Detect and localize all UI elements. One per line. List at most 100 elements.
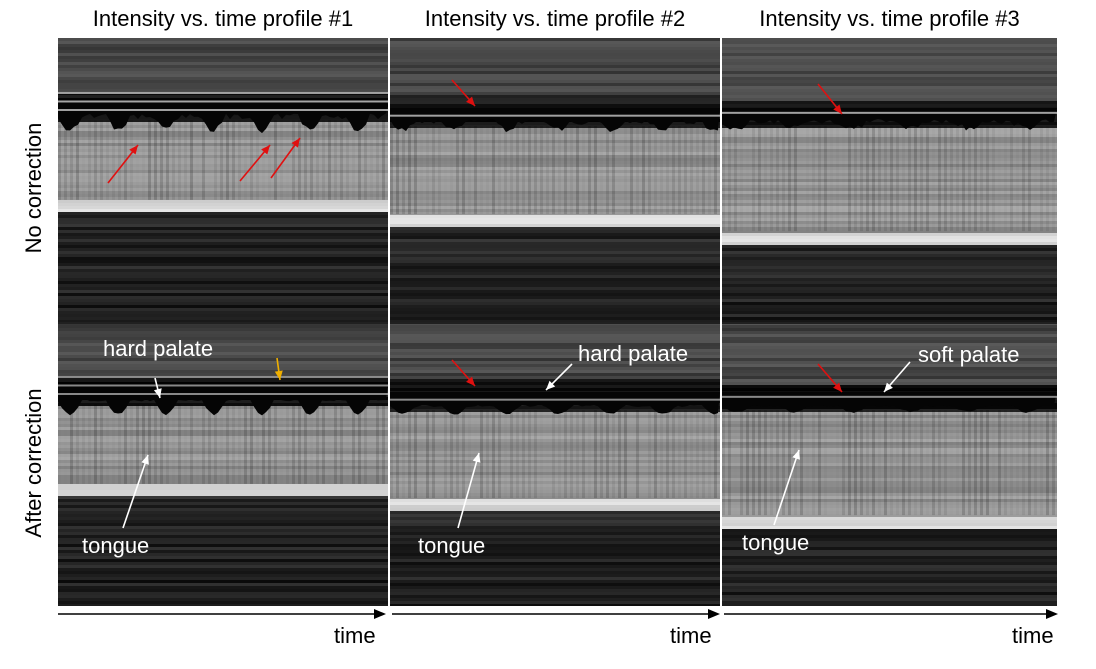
texture-row — [390, 191, 720, 194]
texture-row — [58, 317, 388, 320]
texture-row — [390, 355, 720, 358]
bright-line — [58, 375, 388, 378]
texture-row — [58, 592, 388, 595]
texture-streak — [196, 120, 199, 200]
texture-streak — [854, 410, 857, 516]
texture-row — [58, 161, 388, 164]
texture-row — [58, 71, 388, 74]
texture-row — [722, 412, 1057, 415]
texture-streak — [148, 404, 151, 484]
texture-streak — [226, 120, 229, 200]
texture-streak — [498, 410, 501, 499]
texture-streak — [408, 126, 411, 215]
texture-streak — [722, 126, 725, 232]
texture-row — [722, 164, 1057, 167]
texture-row — [722, 65, 1057, 68]
texture-row — [58, 182, 388, 185]
texture-streak — [660, 126, 663, 215]
texture-row — [722, 242, 1057, 245]
texture-row — [58, 460, 388, 463]
texture-row — [390, 376, 720, 379]
texture-row — [722, 134, 1057, 137]
texture-row — [58, 463, 388, 466]
texture-row — [722, 343, 1057, 346]
texture-row — [390, 179, 720, 182]
texture-streak — [468, 126, 471, 214]
texture-row — [58, 254, 388, 257]
texture-row — [722, 71, 1057, 74]
texture-row — [390, 257, 720, 260]
texture-row — [58, 571, 388, 574]
texture-row — [58, 568, 388, 571]
texture-row — [722, 41, 1057, 44]
texture-row — [390, 128, 720, 131]
texture-row — [722, 592, 1057, 595]
texture-row — [390, 583, 720, 586]
texture-row — [722, 352, 1057, 355]
texture-streak — [600, 410, 603, 499]
red-arrow — [817, 83, 843, 115]
texture-row — [58, 308, 388, 311]
texture-streak — [492, 126, 495, 215]
texture-streak — [474, 410, 477, 498]
texture-streak — [82, 120, 85, 200]
texture-row — [390, 442, 720, 445]
texture-streak — [794, 126, 797, 232]
texture-streak — [1028, 126, 1031, 232]
texture-row — [390, 517, 720, 520]
texture-row — [390, 167, 720, 170]
texture-streak — [220, 404, 223, 484]
texture-row — [722, 86, 1057, 89]
texture-streak — [268, 404, 271, 484]
texture-streak — [456, 126, 459, 215]
red-arrow — [451, 359, 476, 387]
texture-row — [722, 430, 1057, 433]
texture-row — [722, 508, 1057, 511]
texture-row — [58, 352, 388, 355]
texture-streak — [582, 410, 585, 499]
texture-row — [58, 523, 388, 526]
texture-row — [390, 182, 720, 185]
texture-row — [58, 421, 388, 424]
texture-row — [58, 230, 388, 233]
texture-streak — [262, 404, 265, 484]
texture-streak — [316, 120, 319, 200]
texture-row — [722, 577, 1057, 580]
texture-row — [722, 334, 1057, 337]
texture-row — [390, 65, 720, 68]
texture-row — [58, 197, 388, 200]
texture-row — [58, 343, 388, 346]
texture-row — [390, 601, 720, 604]
column-title-3: Intensity vs. time profile #3 — [759, 6, 1020, 31]
texture-streak — [860, 126, 863, 232]
texture-row — [58, 149, 388, 152]
texture-streak — [402, 126, 405, 215]
texture-streak — [974, 410, 977, 516]
texture-row — [390, 44, 720, 47]
texture-streak — [352, 120, 355, 200]
texture-row — [722, 155, 1057, 158]
texture-streak — [636, 410, 639, 499]
texture-row — [58, 137, 388, 140]
texture-row — [390, 209, 720, 212]
texture-streak — [426, 410, 429, 499]
texture-row — [390, 206, 720, 209]
texture-row — [58, 134, 388, 137]
texture-row — [722, 236, 1057, 239]
texture-streak — [570, 410, 573, 499]
texture-streak — [396, 410, 399, 499]
texture-row — [390, 260, 720, 263]
texture-row — [390, 287, 720, 290]
texture-row — [722, 382, 1057, 385]
texture-row — [390, 481, 720, 484]
texture-streak — [504, 410, 507, 498]
texture-streak — [728, 410, 731, 516]
texture-streak — [256, 404, 259, 484]
texture-streak — [136, 404, 139, 484]
texture-streak — [944, 126, 947, 232]
texture-row — [390, 553, 720, 556]
texture-row — [58, 302, 388, 305]
red-arrow — [107, 144, 139, 184]
texture-streak — [666, 410, 669, 499]
texture-streak — [624, 126, 627, 214]
